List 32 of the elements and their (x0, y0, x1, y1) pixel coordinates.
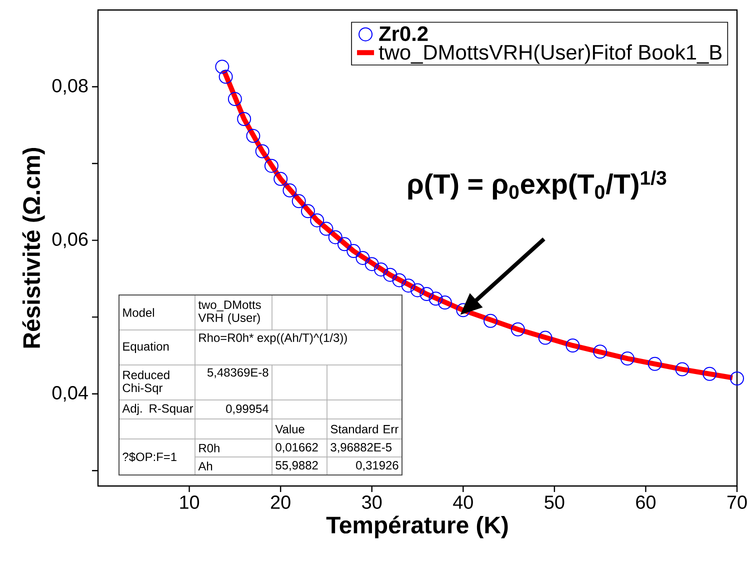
annotation: ?$OP:F=1 (122, 452, 176, 462)
x-tick-label: 40 (453, 496, 473, 509)
annotation: 0,01662 (276, 443, 318, 453)
annotation: Ah (198, 462, 212, 470)
annotation: Standard Err (330, 424, 398, 434)
annotation: 55,9882 (276, 461, 318, 471)
annotation: 3,96882E-5 (330, 443, 392, 453)
legend-label: Zr0.2 (379, 26, 428, 42)
annotation: Equation (123, 342, 169, 354)
y-axis-title: Résistivité (Ω.cm) (22, 148, 45, 348)
x-tick-label: 60 (636, 496, 656, 509)
x-tick-label: 70 (727, 496, 747, 509)
annotation: Rho=R0h* exp((Ah/T)^(1/3)) (199, 333, 347, 344)
annotation: 0,99954 (226, 404, 268, 414)
annotation: two_DMotts VRH (User) (198, 300, 261, 324)
y-tick-label: 0,08 (52, 78, 88, 95)
x-tick-label: 10 (180, 496, 200, 509)
annotation: Adj. R-Squar (122, 404, 194, 416)
y-tick-label: 0,06 (52, 232, 88, 248)
annotation: 5,48369E-8 (207, 368, 268, 378)
annotation: R0h (199, 444, 220, 452)
x-tick-label: 20 (271, 496, 290, 509)
x-tick-label: 50 (544, 496, 564, 509)
y-tick-label: 0,04 (52, 386, 88, 402)
x-tick-label: 30 (362, 496, 382, 509)
legend-label: two_DMottsVRH(User)Fitof Book1_B (378, 44, 722, 64)
annotation: Value (275, 424, 304, 434)
x-axis-title: Température (K) (326, 516, 508, 538)
annotation: Reduced Chi-Sqr (122, 370, 170, 395)
annotation: 0,31926 (356, 461, 398, 471)
annotation: ρ(T) = ρ$_{0}$exp(T$_{0}$/T)$^{1/3}$ (408, 170, 666, 200)
annotation: Model (123, 308, 154, 317)
